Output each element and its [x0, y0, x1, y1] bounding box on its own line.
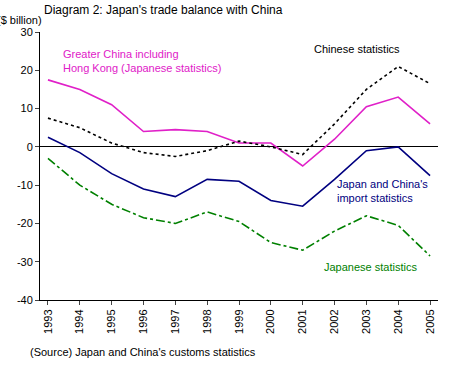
svg-text:0: 0 [27, 141, 33, 153]
svg-text:1993: 1993 [42, 309, 54, 333]
svg-text:(Source) Japan and China's cus: (Source) Japan and China's customs stati… [30, 346, 256, 358]
svg-text:-30: -30 [17, 256, 33, 268]
svg-text:-20: -20 [17, 217, 33, 229]
svg-text:-40: -40 [17, 294, 33, 306]
svg-text:2005: 2005 [424, 309, 436, 333]
svg-text:1994: 1994 [73, 309, 85, 333]
svg-text:1996: 1996 [137, 309, 149, 333]
svg-text:1999: 1999 [233, 309, 245, 333]
svg-text:($ billion): ($ billion) [0, 14, 42, 26]
svg-text:Greater China includingHong Ko: Greater China includingHong Kong (Japane… [63, 48, 221, 74]
svg-text:Japanese statistics: Japanese statistics [324, 261, 417, 273]
svg-text:10: 10 [21, 102, 33, 114]
svg-text:2004: 2004 [392, 309, 404, 333]
svg-text:2001: 2001 [296, 309, 308, 333]
svg-text:Diagram 2: Japan's trade balan: Diagram 2: Japan's trade balance with Ch… [44, 3, 283, 17]
svg-text:Japan and China'simport statis: Japan and China'simport statistics [337, 178, 428, 204]
svg-text:1995: 1995 [105, 309, 117, 333]
svg-text:2003: 2003 [360, 309, 372, 333]
svg-text:20: 20 [21, 64, 33, 76]
svg-text:30: 30 [21, 26, 33, 38]
svg-text:1998: 1998 [201, 309, 213, 333]
svg-text:1997: 1997 [169, 309, 181, 333]
svg-text:-10: -10 [17, 179, 33, 191]
svg-text:Chinese statistics: Chinese statistics [314, 43, 400, 55]
svg-text:2000: 2000 [264, 309, 276, 333]
svg-text:2002: 2002 [328, 309, 340, 333]
